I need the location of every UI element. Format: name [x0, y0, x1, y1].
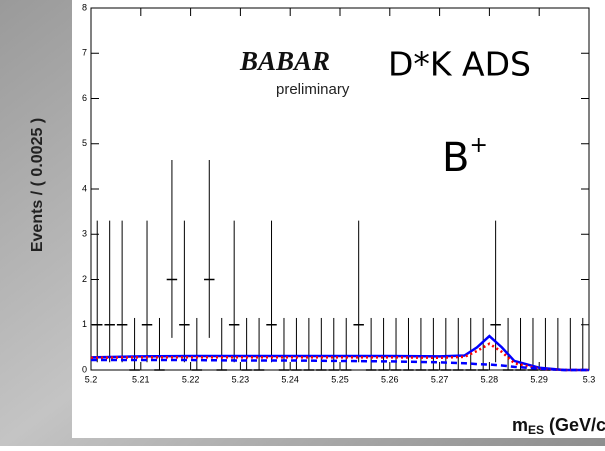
x-tick-label: 5.27: [431, 374, 449, 384]
x-tick-label: 5.2: [85, 374, 98, 384]
x-label-main: m: [512, 415, 528, 435]
y-tick-label: 2: [82, 274, 87, 284]
fit-curve: [90, 342, 589, 372]
y-tick-label: 7: [82, 48, 87, 58]
fit-curve: [90, 334, 589, 372]
x-label-sub: ES: [528, 423, 544, 437]
charge-sup: +: [469, 133, 487, 158]
y-tick-label: 0: [82, 364, 87, 374]
x-tick-label: 5.29: [530, 374, 548, 384]
y-tick-label: 3: [82, 229, 87, 239]
x-tick-label: 5.24: [281, 374, 299, 384]
plot-canvas: [72, 0, 605, 438]
x-label-rest: (GeV/c: [544, 415, 605, 435]
x-tick-label: 5.3: [583, 374, 596, 384]
y-tick-label: 8: [82, 2, 87, 12]
charge-text: B: [442, 135, 469, 181]
x-tick-label: 5.26: [381, 374, 399, 384]
x-tick-label: 5.23: [232, 374, 250, 384]
mode-label: D*K ADS: [388, 45, 531, 84]
x-axis-label: mES (GeV/c2): [512, 412, 605, 437]
y-axis-label: Events / ( 0.0025 ): [29, 118, 46, 252]
status: preliminary: [276, 81, 350, 98]
x-tick-label: 5.21: [132, 374, 150, 384]
y-tick-label: 6: [82, 93, 87, 103]
y-tick-label: 5: [82, 138, 87, 148]
x-tick-label: 5.22: [182, 374, 200, 384]
y-tick-label: 4: [82, 183, 87, 193]
charge-label: B+: [442, 133, 488, 181]
logo: BABAR: [239, 46, 330, 76]
x-tick-label: 5.28: [481, 374, 499, 384]
y-tick-label: 1: [82, 319, 87, 329]
fit-curve: [91, 358, 589, 372]
x-tick-label: 5.25: [331, 374, 349, 384]
